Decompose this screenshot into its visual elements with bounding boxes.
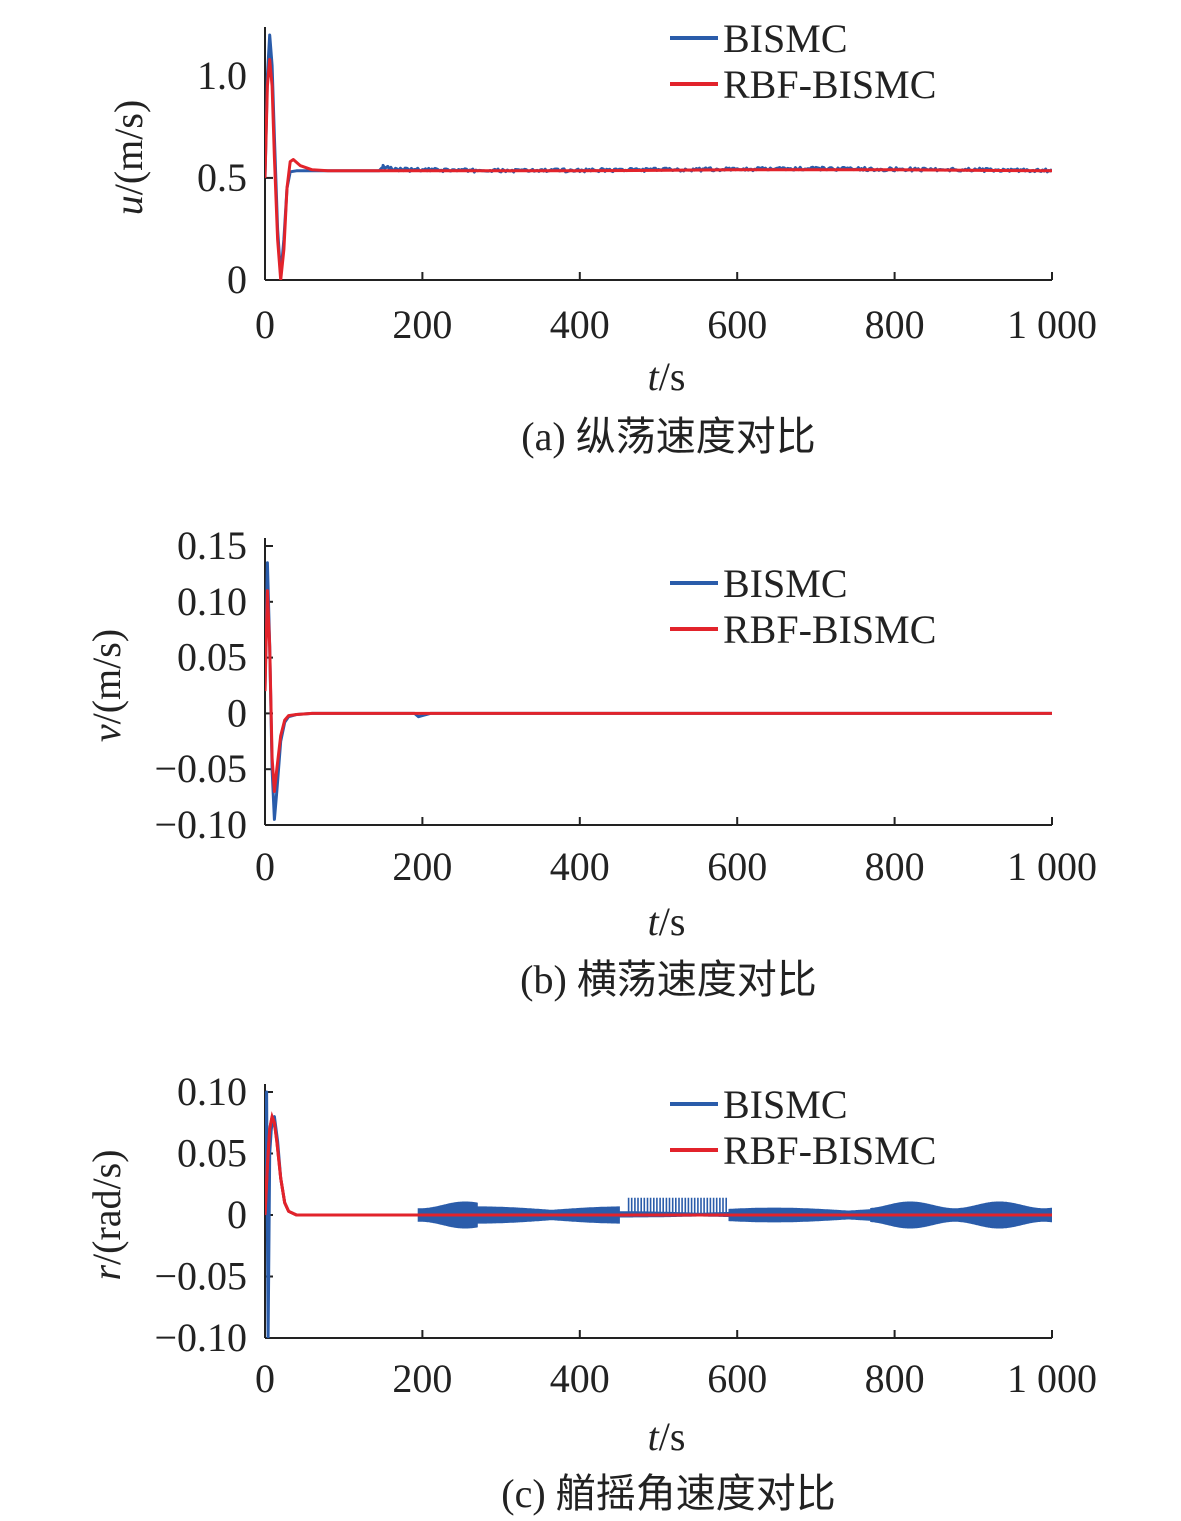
x-tick-label: 400 xyxy=(550,844,610,889)
legend-label: RBF-BISMC xyxy=(723,1128,936,1173)
x-tick-label: 400 xyxy=(550,1356,610,1401)
y-tick-label: 0.5 xyxy=(197,155,247,200)
x-axis-label: t/s xyxy=(648,1414,686,1459)
panel-caption: (c) 艏摇角速度对比 xyxy=(501,1471,835,1516)
panel-c: 0 200 400 600 800 1 000 −0.10 −0.05 0 0.05 0.10 r/(… xyxy=(84,1069,1097,1516)
x-tick-label: 0 xyxy=(255,1356,275,1401)
y-tick-label: 0 xyxy=(227,690,247,735)
y-tick-label: 0.05 xyxy=(177,1131,247,1176)
y-tick-label: −0.10 xyxy=(154,1315,247,1360)
x-tick-label: 1 000 xyxy=(1007,302,1097,347)
x-tick-label: 800 xyxy=(865,1356,925,1401)
x-tick-label: 600 xyxy=(707,302,767,347)
y-tick-label: 0.15 xyxy=(177,523,247,568)
series-rbf-bismc-line xyxy=(265,58,1052,280)
oscillation-spikes xyxy=(627,1197,727,1215)
x-axis-label: t/s xyxy=(648,354,686,399)
y-tick-label: −0.05 xyxy=(154,1254,247,1299)
panel-b: 0 200 400 600 800 1 000 −0.10 −0.05 0 0.05 0.10 0.1… xyxy=(84,523,1097,1002)
series-bismc xyxy=(265,561,1052,821)
x-tick-label: 200 xyxy=(392,1356,452,1401)
y-tick-label: 0.05 xyxy=(177,635,247,680)
legend-label: BISMC xyxy=(723,561,848,606)
x-tick-label: 0 xyxy=(255,844,275,889)
x-tick-label: 1 000 xyxy=(1007,844,1097,889)
x-tick-label: 200 xyxy=(392,302,452,347)
x-tick-label: 0 xyxy=(255,302,275,347)
y-tick-label: 0 xyxy=(227,257,247,302)
y-tick-label: 0.10 xyxy=(177,579,247,624)
legend-label: BISMC xyxy=(723,1082,848,1127)
y-tick-label: 0 xyxy=(227,1192,247,1237)
x-tick-label: 1 000 xyxy=(1007,1356,1097,1401)
series-rbf-bismc-top xyxy=(265,1111,1052,1217)
x-tick-label: 400 xyxy=(550,302,610,347)
legend-label: RBF-BISMC xyxy=(723,62,936,107)
series-rbf-bismc xyxy=(265,589,1052,793)
y-tick-label: −0.05 xyxy=(154,746,247,791)
legend-label: RBF-BISMC xyxy=(723,607,936,652)
x-tick-label: 800 xyxy=(865,844,925,889)
x-tick-label: 600 xyxy=(707,1356,767,1401)
y-axis-label: u/(m/s) xyxy=(106,100,151,216)
series-bismc-line xyxy=(265,561,1052,821)
x-tick-label: 800 xyxy=(865,302,925,347)
y-tick-label: 1.0 xyxy=(197,53,247,98)
panel-caption: (b) 横荡速度对比 xyxy=(520,957,817,1002)
legend-label: BISMC xyxy=(723,16,848,61)
y-axis-label: v/(m/s) xyxy=(84,629,129,742)
series-rbf-bismc xyxy=(265,58,1052,280)
panel-a: 0 200 400 600 800 1 000 0 0.5 1.0 u/(m/s) t/s (a) 纵… xyxy=(106,16,1097,459)
y-tick-label: −0.10 xyxy=(154,802,247,847)
y-tick-label: 0.10 xyxy=(177,1069,247,1114)
y-axis-label: r/(rad/s) xyxy=(84,1149,129,1280)
x-axis-label: t/s xyxy=(648,899,686,944)
x-tick-label: 600 xyxy=(707,844,767,889)
series-rbf-bismc-line-top xyxy=(265,1111,1052,1217)
series-rbf-bismc-line xyxy=(265,589,1052,793)
x-tick-label: 200 xyxy=(392,844,452,889)
panel-caption: (a) 纵荡速度对比 xyxy=(521,414,815,459)
